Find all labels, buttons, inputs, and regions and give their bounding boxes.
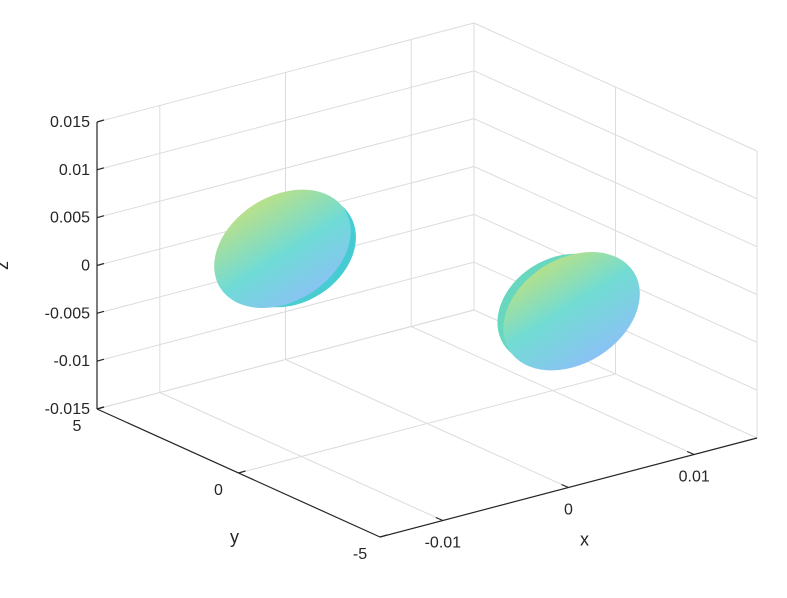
z-axis-label: z bbox=[0, 261, 12, 270]
surface-1 bbox=[214, 189, 356, 308]
y-tick-label: 0 bbox=[214, 482, 223, 499]
y-tick-label: 5 bbox=[73, 418, 82, 435]
z-tick-label: -0.005 bbox=[45, 305, 90, 322]
grid-line-z bbox=[473, 22, 758, 152]
z-tick bbox=[96, 119, 105, 123]
grid-line-z bbox=[96, 118, 475, 219]
z-tick bbox=[96, 358, 105, 362]
x-tick-label: 0.01 bbox=[679, 469, 710, 486]
z-tick-label: 0.005 bbox=[50, 210, 90, 227]
x-tick bbox=[686, 450, 695, 456]
z-tick-label: 0.015 bbox=[50, 114, 90, 131]
x-tick bbox=[435, 516, 444, 522]
x-tick bbox=[561, 483, 569, 489]
grid-line-z bbox=[96, 70, 475, 171]
grid-line-y bbox=[96, 309, 475, 410]
x-tick-label: -0.01 bbox=[425, 535, 462, 552]
y-tick bbox=[238, 470, 246, 474]
z-tick bbox=[96, 406, 105, 410]
grid-line-z bbox=[473, 70, 758, 200]
z-tick-label: 0 bbox=[81, 258, 90, 275]
surface-face bbox=[214, 189, 351, 308]
z-tick bbox=[96, 310, 105, 314]
grid-line-y bbox=[238, 373, 616, 474]
surfaces bbox=[214, 189, 640, 371]
y-axis-label: y bbox=[230, 527, 239, 547]
z-tick-label: -0.01 bbox=[54, 353, 91, 370]
z-tick bbox=[96, 167, 105, 171]
grid-line-z bbox=[473, 118, 758, 248]
surface-face bbox=[503, 252, 640, 371]
grid-line-z bbox=[96, 261, 475, 362]
z-tick-label: -0.015 bbox=[45, 401, 90, 418]
y-tick bbox=[379, 534, 388, 538]
surface-2 bbox=[497, 252, 640, 371]
x-axis-label: x bbox=[580, 530, 589, 550]
grid-lines bbox=[96, 22, 758, 538]
x-tick-label: 0 bbox=[564, 502, 573, 519]
z-tick bbox=[96, 262, 105, 267]
z-tick-label: 0.01 bbox=[59, 162, 90, 179]
grid-line-z bbox=[473, 166, 758, 295]
tick-labels: -0.0100.0150-50.0150.010.0050-0.005-0.01… bbox=[45, 114, 710, 563]
axes bbox=[96, 119, 758, 538]
z-tick bbox=[96, 215, 105, 219]
grid-line-z bbox=[96, 22, 475, 123]
y-tick-label: -5 bbox=[353, 546, 367, 563]
